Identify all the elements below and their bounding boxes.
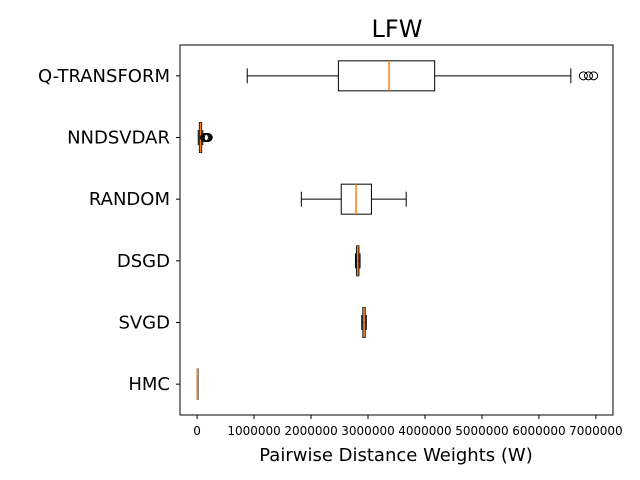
x-tick-label: 6000000 — [512, 424, 565, 438]
y-category-label: SVGD — [118, 313, 170, 334]
outlier-point — [203, 133, 213, 142]
outlier-point — [589, 71, 599, 81]
axes-frame — [179, 44, 614, 416]
outlier-point — [584, 71, 594, 81]
y-category-label: NNDSVDAR — [67, 128, 170, 149]
x-tick-label: 4000000 — [398, 424, 451, 438]
x-tick-label: 0 — [193, 424, 201, 438]
x-tick-label: 3000000 — [341, 424, 394, 438]
x-tick-label: 2000000 — [284, 424, 337, 438]
box — [337, 60, 436, 92]
y-category-label: HMC — [128, 374, 170, 395]
y-category-label: RANDOM — [89, 189, 170, 210]
y-category-label: Q-TRANSFORM — [38, 66, 170, 87]
y-category-label: DSGD — [117, 251, 170, 272]
plot-area: 0 1000000 2000000 3000000 4000000 5000000 6000… — [38, 60, 623, 438]
x-tick-label: 1000000 — [227, 424, 280, 438]
x-tick-label: 7000000 — [569, 424, 622, 438]
x-axis-label: Pairwise Distance Weights (W) — [259, 445, 532, 466]
x-tick-label: 5000000 — [455, 424, 508, 438]
chart-title: LFW — [372, 15, 423, 43]
outlier-point — [578, 71, 588, 81]
